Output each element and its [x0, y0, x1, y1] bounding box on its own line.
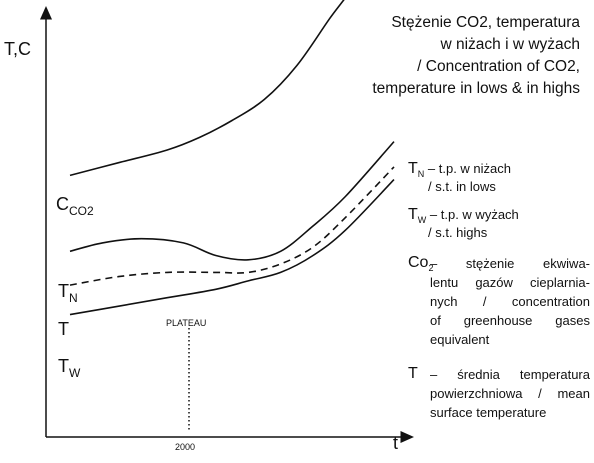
legend-item-t: T – średnia temperatura powierzchniowa /…: [408, 365, 590, 422]
x-axis-label: t: [393, 433, 398, 453]
legend-text: – średnia temperatura: [430, 367, 590, 382]
chart-title: Stężenie CO2, temperatura w niżach i w w…: [352, 12, 580, 100]
series-line-co2: [69, 0, 345, 177]
plateau-label: PLATEAU: [166, 318, 206, 328]
series-label-co2: CCO2: [56, 194, 94, 218]
title-line: Stężenie CO2, temperatura: [391, 14, 580, 31]
y-axis-label: T,C: [4, 39, 31, 59]
series-line-tw: [69, 179, 395, 316]
legend-symbol: T: [408, 365, 418, 382]
legend-text: / s.t. highs: [428, 225, 488, 241]
legend-item-tw: TW – t.p. w wyżach / s.t. highs: [408, 206, 519, 240]
legend-text: powierzchniowa / mean: [430, 386, 590, 401]
legend-text: – t.p. w niżach: [427, 161, 512, 176]
series-line-tn: [69, 141, 395, 261]
series-label-t: T: [58, 319, 69, 339]
legend-text: of greenhouse gases: [430, 313, 590, 328]
series-label-tw: TW: [58, 356, 81, 380]
series-layer: [69, 0, 395, 316]
legend-item-tn: TN – t.p. w niżach / s.t. in lows: [408, 160, 511, 194]
legend-text: – stężenie ekwiwa-: [430, 256, 590, 271]
legend-text: – t.p. w wyżach: [429, 207, 519, 222]
legend-text: equivalent: [430, 332, 490, 347]
title-line: temperature in lows & in highs: [372, 80, 580, 97]
title-line: w niżach i w wyżach: [440, 36, 580, 53]
legend-text: nych / concentration: [430, 294, 590, 309]
legend-text: lentu gazów cieplarnia-: [430, 275, 590, 290]
legend-symbol: TW: [408, 206, 427, 226]
title-line: / Concentration of CO2,: [417, 58, 580, 75]
legend-item-co2: Co2 – stężenie ekwiwa- lentu gazów ciepl…: [408, 254, 590, 349]
legend-symbol: TN: [408, 160, 425, 180]
series-line-t: [69, 166, 395, 286]
legend-symbol: Co2: [408, 254, 434, 274]
x-tick-2000: 2000: [175, 442, 195, 452]
legend-text: surface temperature: [430, 405, 547, 420]
legend-text: / s.t. in lows: [428, 179, 496, 195]
